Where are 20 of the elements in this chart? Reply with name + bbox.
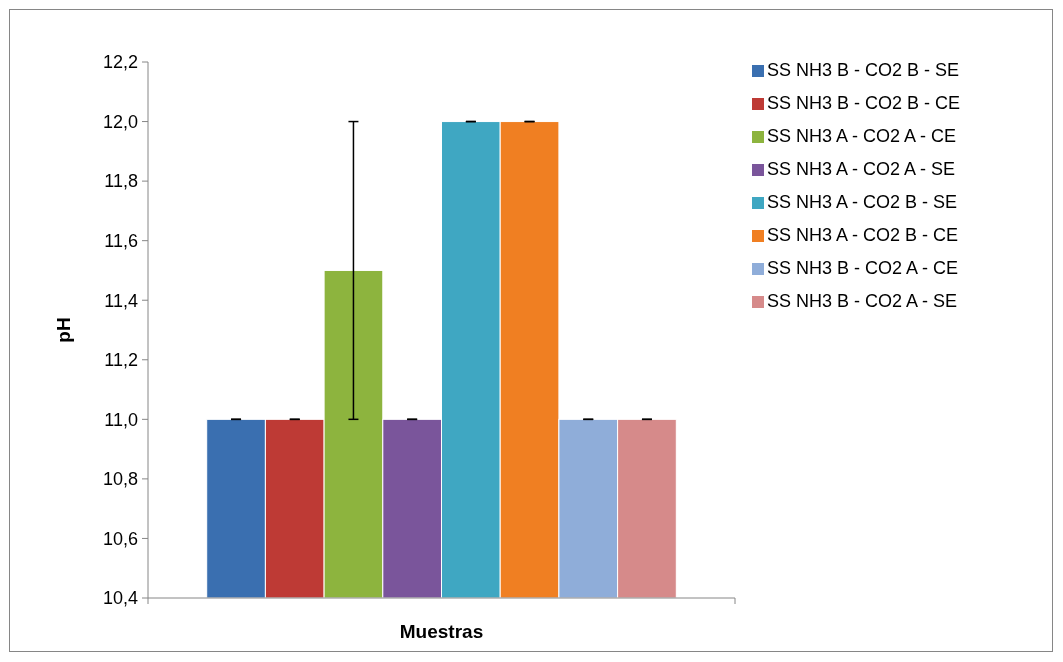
y-tick-label: 10,8 bbox=[102, 469, 138, 490]
y-tick-label: 11,2 bbox=[104, 350, 138, 371]
legend-label: SS NH3 A - CO2 A - SE bbox=[767, 159, 956, 179]
y-tick-label: 10,4 bbox=[102, 588, 138, 609]
legend-label: SS NH3 A - CO2 B - SE bbox=[767, 192, 958, 212]
y-tick-label: 10,6 bbox=[102, 528, 138, 549]
y-tick-label: 12,2 bbox=[102, 52, 138, 73]
x-axis-title: Muestras bbox=[399, 621, 484, 642]
legend-label: SS NH3 B - CO2 B - CE bbox=[767, 93, 961, 113]
legend-label: SS NH3 B - CO2 A - CE bbox=[767, 258, 959, 278]
y-axis-title: pH bbox=[53, 317, 74, 343]
legend-label: SS NH3 B - CO2 B - SE bbox=[767, 60, 960, 80]
y-tick-label: 12,0 bbox=[102, 111, 138, 132]
y-tick-label: 11,6 bbox=[104, 230, 138, 251]
y-tick-label: 11,8 bbox=[104, 171, 138, 192]
legend-label: SS NH3 B - CO2 A - SE bbox=[767, 291, 958, 311]
y-tick-label: 11,0 bbox=[104, 409, 138, 430]
legend-label: SS NH3 A - CO2 B - CE bbox=[767, 225, 959, 245]
y-tick-label: 11,4 bbox=[104, 290, 138, 311]
legend-label: SS NH3 A - CO2 A - CE bbox=[767, 126, 957, 146]
